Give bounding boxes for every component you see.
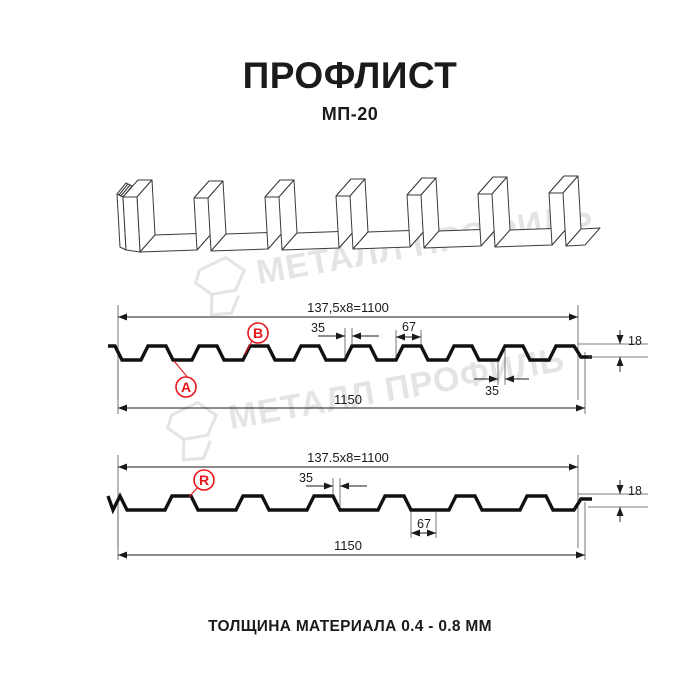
dimension-pitch-top-label: 137,5x8=1100 — [307, 300, 389, 315]
dimension-height-bottom: 18 — [578, 480, 648, 522]
dimension-height-top-label: 18 — [628, 334, 642, 348]
profile-outline-bottom — [106, 492, 592, 515]
dimension-rib-top-label: 35 — [311, 321, 325, 335]
watermark-logo-icon — [193, 255, 247, 317]
watermark-label-2: МЕТАЛЛ ПРОФИЛЬ — [226, 340, 568, 437]
dimension-rib-bottom-label: 35 — [299, 471, 313, 485]
dimension-flat-bottom: 67 — [410, 512, 437, 538]
dimension-height-bottom-label: 18 — [628, 484, 642, 498]
balloon-a: A — [173, 360, 197, 398]
dimension-rib-bottom-top-section: 35 — [474, 348, 529, 398]
balloon-b: B — [244, 322, 269, 355]
watermark-lower: МЕТАЛЛ ПРОФИЛЬ — [165, 340, 568, 462]
cross-section-top: 137,5x8=1100 35 — [108, 300, 648, 414]
dimension-rib-top: 35 — [311, 321, 379, 358]
page-subtitle: МП-20 — [321, 104, 379, 124]
material-thickness-note: ТОЛЩИНА МАТЕРИАЛА 0.4 - 0.8 ММ — [208, 618, 492, 635]
watermark-logo-icon-2 — [165, 400, 219, 462]
dimension-flat-top-label: 67 — [402, 320, 416, 334]
dimension-total-bottom-label: 1150 — [334, 538, 362, 553]
balloon-b-label: B — [253, 325, 263, 341]
profile-outline-top — [108, 344, 592, 362]
dimension-total-top: 1150 — [118, 392, 585, 412]
balloon-a-label: A — [181, 379, 191, 395]
dimension-pitch-bottom-label: 137.5x8=1100 — [307, 450, 389, 465]
dimension-height-top: 18 — [578, 330, 648, 372]
dimension-pitch-bottom: 137.5x8=1100 — [118, 450, 578, 471]
balloon-r: R — [188, 469, 215, 498]
dimension-total-top-label: 1150 — [334, 392, 362, 407]
dimension-flat-top: 67 — [395, 320, 422, 358]
dimension-pitch-top: 137,5x8=1100 — [118, 300, 578, 321]
page-title: ПРОФЛИСТ — [242, 55, 458, 96]
cross-section-bottom: 137.5x8=1100 35 — [106, 450, 648, 560]
watermark-upper: МЕТАЛЛ ПРОФИЛЬ — [193, 195, 596, 317]
dimension-flat-bottom-label: 67 — [417, 517, 431, 531]
isometric-profile-drawing — [116, 175, 601, 253]
dimension-rib-bottom: 35 — [299, 471, 367, 508]
dimension-rib-bottom-top-label: 35 — [485, 384, 499, 398]
balloon-r-label: R — [199, 472, 209, 488]
dimension-total-bottom: 1150 — [118, 538, 585, 559]
